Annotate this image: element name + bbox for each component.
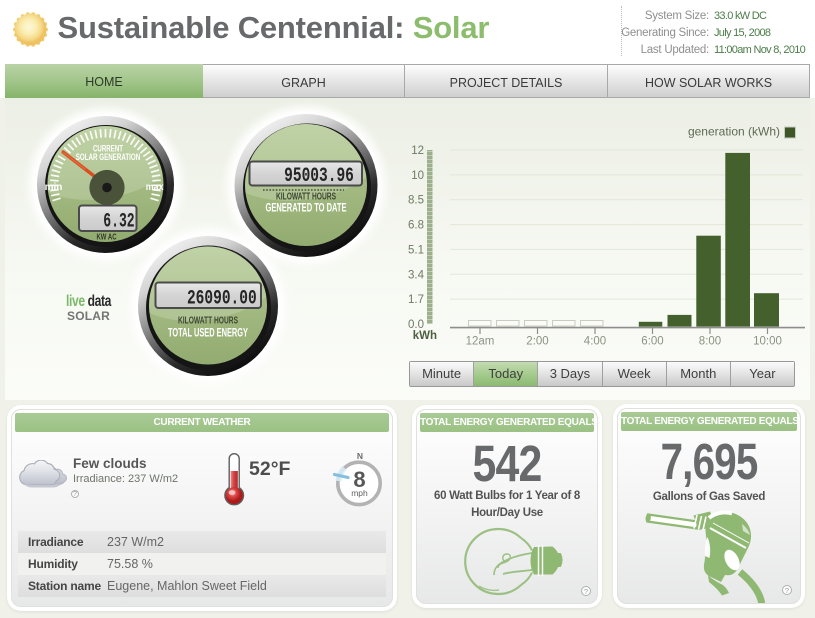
svg-text:generation (kWh): generation (kWh)	[688, 125, 780, 139]
svg-text:95003.96: 95003.96	[284, 165, 354, 188]
svg-text:10:00: 10:00	[753, 336, 782, 348]
svg-text:8.5: 8.5	[408, 195, 424, 207]
svg-text:mph: mph	[351, 488, 368, 498]
svg-text:12am: 12am	[466, 336, 495, 348]
svg-text:6.8: 6.8	[408, 220, 424, 232]
svg-text:KILOWATT HOURS: KILOWATT HOURS	[276, 192, 336, 203]
svg-text:N: N	[357, 451, 363, 461]
svg-text:4:00: 4:00	[584, 336, 606, 348]
svg-text:6:00: 6:00	[641, 336, 663, 348]
svg-text:GENERATED TO DATE: GENERATED TO DATE	[266, 203, 347, 215]
svg-text:26090.00: 26090.00	[187, 287, 257, 310]
svg-text:1.7: 1.7	[408, 294, 424, 306]
svg-text:KILOWATT HOURS: KILOWATT HOURS	[178, 316, 238, 327]
svg-text:5.1: 5.1	[408, 244, 424, 256]
svg-text:3.4: 3.4	[408, 269, 425, 281]
svg-text:KW AC: KW AC	[97, 232, 117, 242]
svg-text:CURRENT: CURRENT	[93, 144, 123, 154]
svg-text:12: 12	[411, 145, 424, 157]
svg-text:8: 8	[353, 467, 365, 492]
svg-text:8:00: 8:00	[699, 336, 721, 348]
svg-text:0.0: 0.0	[408, 319, 424, 331]
svg-text:max: max	[146, 181, 164, 193]
svg-text:TOTAL USED ENERGY: TOTAL USED ENERGY	[168, 328, 248, 340]
svg-text:2:00: 2:00	[526, 336, 548, 348]
svg-text:min: min	[45, 181, 63, 193]
svg-text:6.32: 6.32	[103, 211, 134, 233]
svg-text:SOLAR GENERATION: SOLAR GENERATION	[76, 152, 141, 163]
svg-text:kWh: kWh	[413, 330, 437, 342]
svg-text:10: 10	[411, 170, 424, 182]
